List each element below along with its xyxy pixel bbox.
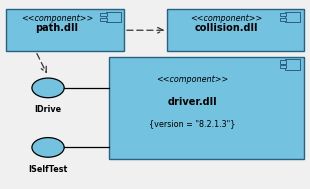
Text: ISelfTest: ISelfTest [29,165,68,174]
FancyBboxPatch shape [106,12,121,22]
Text: <<component>>: <<component>> [21,14,93,23]
FancyBboxPatch shape [280,13,286,16]
Text: path.dll: path.dll [35,23,78,33]
FancyBboxPatch shape [6,9,124,51]
FancyBboxPatch shape [286,59,300,70]
Text: driver.dll: driver.dll [168,97,217,107]
FancyBboxPatch shape [280,60,286,64]
FancyBboxPatch shape [167,9,304,51]
FancyBboxPatch shape [280,18,286,21]
FancyBboxPatch shape [286,12,300,22]
FancyBboxPatch shape [280,65,286,68]
FancyBboxPatch shape [100,18,107,21]
FancyBboxPatch shape [108,57,304,159]
Text: collision.dll: collision.dll [194,23,258,33]
Text: <<component>>: <<component>> [190,14,262,23]
FancyBboxPatch shape [100,13,107,16]
Circle shape [32,138,64,157]
Text: <<component>>: <<component>> [156,75,228,84]
Circle shape [32,78,64,98]
Text: {version = "8.2.1.3"}: {version = "8.2.1.3"} [149,120,236,129]
Text: IDrive: IDrive [34,105,62,114]
